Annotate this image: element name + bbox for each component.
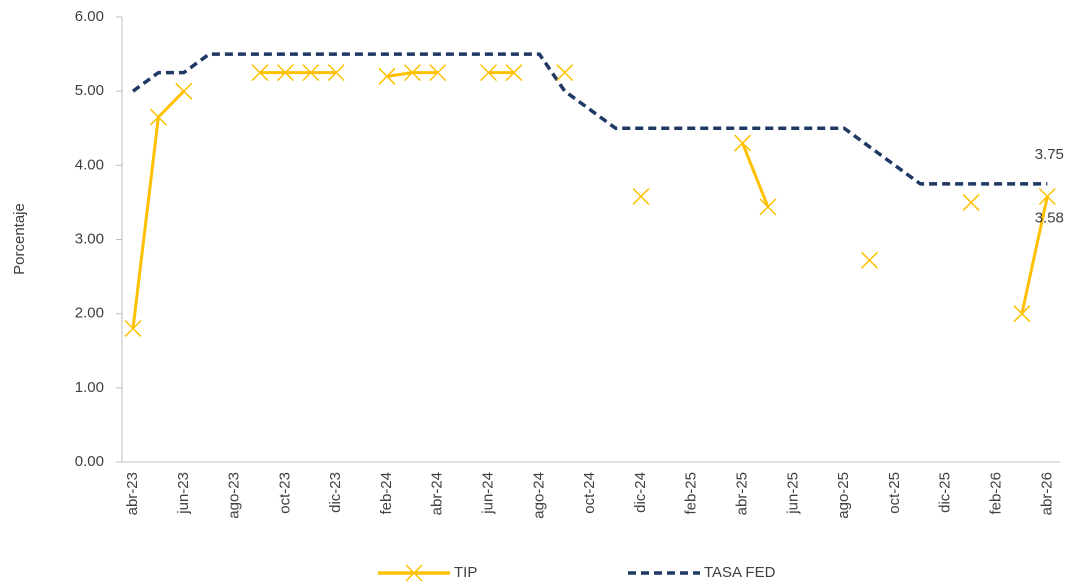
y-axis-label: Porcentaje xyxy=(11,203,28,275)
y-tick-label: 5.00 xyxy=(75,82,104,99)
marker xyxy=(556,64,574,82)
x-tick-label: jun-25 xyxy=(784,472,801,515)
x-tick-label: oct-25 xyxy=(886,472,903,514)
legend-label: TASA FED xyxy=(704,564,776,581)
marker xyxy=(505,64,523,82)
x-tick-label: feb-25 xyxy=(683,472,700,515)
x-tick-label: ago-23 xyxy=(226,472,243,519)
x-tick-label: oct-23 xyxy=(276,472,293,514)
marker xyxy=(480,64,498,82)
marker xyxy=(429,64,447,82)
x-tick-label: dic-24 xyxy=(632,472,649,513)
marker xyxy=(1013,305,1031,323)
marker xyxy=(860,251,879,269)
legend-label: TIP xyxy=(454,564,477,581)
marker xyxy=(251,64,269,82)
x-tick-label: abr-23 xyxy=(124,472,141,515)
y-tick-label: 1.00 xyxy=(75,379,104,396)
marker xyxy=(302,64,320,82)
marker xyxy=(327,64,345,82)
marker xyxy=(759,198,777,216)
marker xyxy=(632,187,650,206)
x-tick-label: jun-23 xyxy=(175,472,192,515)
x-tick-label: abr-26 xyxy=(1038,472,1055,515)
marker xyxy=(962,193,980,211)
y-tick-label: 3.00 xyxy=(75,230,104,247)
x-tick-label: jun-24 xyxy=(480,472,497,515)
y-tick-label: 0.00 xyxy=(75,453,104,470)
series xyxy=(131,52,1048,186)
marker xyxy=(403,64,421,82)
x-tick-label: feb-26 xyxy=(987,472,1004,515)
x-tick-label: abr-24 xyxy=(429,472,446,515)
marker xyxy=(124,319,142,338)
marker xyxy=(405,564,423,582)
x-tick-label: ago-24 xyxy=(530,472,547,519)
x-tick-label: feb-24 xyxy=(378,472,395,515)
x-tick-label: dic-25 xyxy=(937,472,954,513)
marker xyxy=(734,134,752,152)
x-tick-label: dic-23 xyxy=(327,472,344,513)
series-line xyxy=(131,52,1048,186)
x-tick-label: oct-24 xyxy=(581,472,598,514)
data-label: 3.58 xyxy=(1035,209,1064,226)
marker xyxy=(175,82,193,100)
x-tick-label: ago-25 xyxy=(835,472,852,519)
y-tick-label: 6.00 xyxy=(75,8,104,25)
x-tick-label: abr-25 xyxy=(734,472,751,515)
marker xyxy=(149,108,167,126)
marker xyxy=(378,67,396,85)
marker xyxy=(276,64,294,82)
y-tick-label: 4.00 xyxy=(75,156,104,173)
series xyxy=(124,64,1056,338)
y-tick-label: 2.00 xyxy=(75,305,104,322)
marker xyxy=(1038,187,1056,206)
data-label: 3.75 xyxy=(1035,146,1064,163)
